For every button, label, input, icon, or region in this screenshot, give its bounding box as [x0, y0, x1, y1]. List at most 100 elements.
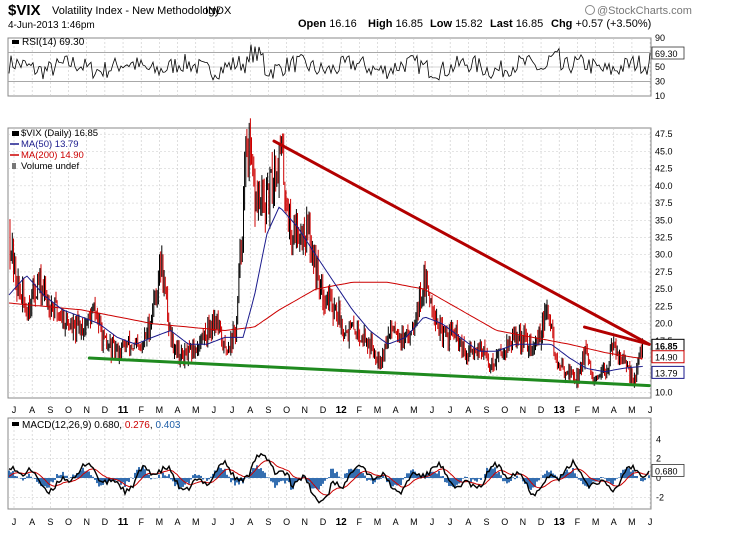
macd-histogram-bar — [292, 478, 294, 490]
macd-histogram-bar — [332, 468, 334, 478]
macd-histogram-bar — [566, 469, 568, 478]
macd-histogram-bar — [490, 467, 492, 478]
macd-histogram-bar — [438, 470, 440, 479]
macd-histogram-bar — [608, 478, 610, 482]
macd-histogram-bar — [606, 478, 608, 482]
macd-histogram-bar — [86, 471, 88, 478]
change-label: Chg — [551, 18, 573, 30]
macd-histogram-bar — [56, 474, 58, 478]
macd-histogram-bar — [498, 472, 500, 478]
price-month-label: O — [283, 405, 290, 415]
macd-histogram-bar — [510, 478, 512, 481]
macd-histogram-bar — [60, 474, 62, 479]
macd-histogram-bar — [462, 478, 464, 479]
macd-histogram-bar — [574, 473, 576, 478]
macd-histogram-bar — [404, 477, 406, 478]
chart-symbol: $VIX — [8, 2, 41, 19]
macd-histogram-bar — [288, 478, 290, 483]
macd-month-label: A — [247, 517, 253, 527]
rsi-value-tag-text: 69.30 — [655, 49, 678, 59]
last-number: 16.85 — [515, 18, 544, 30]
macd-histogram-bar — [632, 470, 634, 478]
macd-histogram-bar — [634, 476, 636, 478]
price-axis-tick: 40.0 — [655, 181, 673, 191]
macd-histogram-bar — [154, 478, 156, 479]
macd-month-label: D — [538, 517, 545, 527]
macd-histogram-bar — [362, 473, 364, 478]
macd-histogram-bar — [428, 477, 430, 478]
macd-month-label: N — [302, 517, 309, 527]
macd-histogram-bar — [28, 473, 30, 479]
trendline-resistance — [272, 139, 651, 346]
macd-histogram-bar — [16, 476, 18, 478]
price-month-label: M — [410, 405, 418, 415]
macd-histogram-bar — [42, 478, 44, 487]
macd-histogram-bar — [564, 471, 566, 479]
macd-histogram-bar — [612, 478, 614, 485]
price-month-label: O — [65, 405, 72, 415]
macd-legend-part: MACD(12,26,9) — [22, 420, 94, 431]
macd-histogram-bar — [614, 478, 616, 481]
macd-histogram-bar — [354, 468, 356, 479]
macd-histogram-bar — [52, 478, 54, 483]
price-month-label: F — [575, 405, 581, 415]
macd-histogram-bar — [432, 471, 434, 479]
macd-histogram-bar — [408, 473, 410, 478]
macd-histogram-bar — [514, 478, 516, 480]
price-month-label: A — [29, 405, 35, 415]
macd-histogram-bar — [270, 478, 272, 482]
macd-histogram-bar — [544, 473, 546, 478]
price-tag-text: 14.90 — [655, 353, 678, 363]
macd-histogram-bar — [394, 478, 396, 485]
macd-histogram-bar — [64, 475, 66, 478]
macd-histogram-bar — [536, 478, 538, 482]
macd-histogram-bar — [116, 478, 118, 480]
macd-histogram-bar — [276, 478, 278, 486]
macd-histogram-bar — [14, 476, 16, 479]
macd-histogram-bar — [460, 478, 462, 483]
macd-histogram-bar — [8, 470, 10, 478]
macd-histogram-bar — [610, 478, 612, 484]
macd-histogram-bar — [376, 478, 378, 480]
macd-histogram-bar — [278, 478, 280, 483]
macd-month-label: 13 — [554, 517, 566, 528]
macd-histogram-bar — [118, 478, 120, 482]
price-month-label: D — [320, 405, 327, 415]
macd-histogram-bar — [378, 478, 380, 480]
macd-month-label: F — [575, 517, 581, 527]
rsi-axis-tick: 50 — [655, 62, 665, 72]
macd-histogram-bar — [26, 476, 28, 479]
macd-histogram-bar — [616, 478, 618, 479]
macd-histogram-bar — [84, 471, 86, 478]
macd-axis-tick: -2 — [656, 492, 664, 502]
macd-histogram-bar — [418, 473, 420, 478]
macd-histogram-bar — [640, 478, 642, 481]
macd-histogram-bar — [480, 478, 482, 480]
macd-histogram-bar — [216, 470, 218, 478]
price-month-label: M — [592, 405, 600, 415]
macd-histogram-bar — [284, 478, 286, 484]
macd-histogram-bar — [202, 478, 204, 480]
macd-histogram-bar — [148, 474, 150, 478]
macd-histogram-bar — [538, 478, 540, 481]
macd-histogram-bar — [398, 478, 400, 485]
macd-month-label: S — [265, 517, 271, 527]
macd-histogram-bar — [446, 478, 448, 483]
macd-month-label: S — [47, 517, 53, 527]
macd-histogram-bar — [628, 468, 630, 478]
macd-histogram-bar — [422, 474, 424, 478]
macd-histogram-bar — [246, 477, 248, 478]
price-month-label: N — [302, 405, 309, 415]
macd-histogram — [8, 465, 650, 490]
macd-histogram-bar — [382, 475, 384, 478]
macd-histogram-bar — [132, 478, 134, 479]
macd-histogram-bar — [262, 471, 264, 478]
macd-histogram-bar — [318, 478, 320, 490]
macd-histogram-bar — [396, 478, 398, 486]
ma50-line — [8, 206, 643, 373]
open-value: Open 16.16 — [298, 18, 357, 30]
macd-histogram-bar — [372, 478, 374, 484]
macd-histogram-bar — [328, 477, 330, 478]
macd-histogram-bar — [456, 478, 458, 485]
macd-legend-part: 0.680 — [94, 420, 119, 431]
